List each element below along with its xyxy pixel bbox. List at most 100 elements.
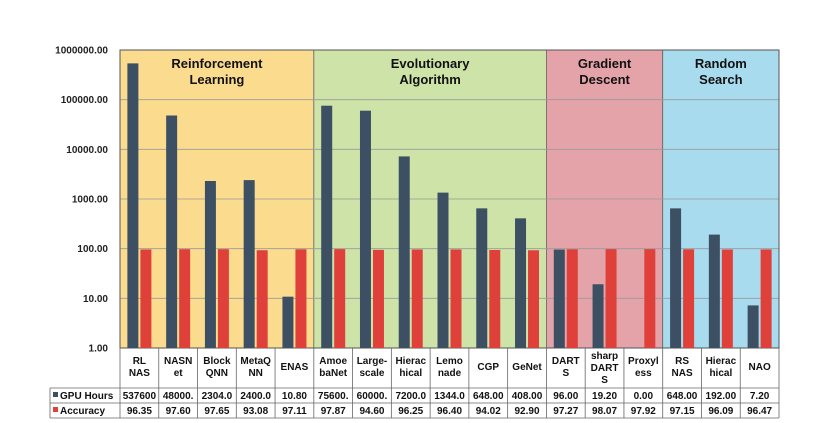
legend-swatch <box>53 392 58 397</box>
bar-accuracy <box>334 249 346 348</box>
table-cell: 97.92 <box>631 406 656 417</box>
table-cell: 97.27 <box>553 406 578 417</box>
bar-gpu-hours <box>708 234 720 348</box>
bar-accuracy <box>644 249 656 348</box>
bar-gpu-hours <box>592 284 604 348</box>
legend-label: GPU Hours <box>60 391 114 402</box>
table-cell: 48000. <box>163 391 194 402</box>
table-cell: 1344.0 <box>434 391 465 402</box>
category-label: NASN <box>164 356 192 367</box>
table-cell: 93.08 <box>243 406 268 417</box>
bar-gpu-hours <box>204 180 216 348</box>
category-label: ess <box>635 368 652 379</box>
bar-gpu-hours <box>515 218 527 348</box>
y-tick-label: 100.00 <box>77 244 108 255</box>
category-label: GeNet <box>512 362 542 373</box>
table-cell: 75600. <box>318 391 349 402</box>
category-label: Block <box>203 356 231 367</box>
bar-accuracy <box>372 249 384 348</box>
y-tick-label: 100000.00 <box>61 95 109 106</box>
bar-gpu-hours <box>398 156 410 348</box>
category-label: Hierac <box>395 356 426 367</box>
bar-accuracy <box>140 249 152 348</box>
table-cell: 94.60 <box>359 406 384 417</box>
bar-accuracy <box>528 250 540 348</box>
category-label: hical <box>709 368 732 379</box>
bar-accuracy <box>605 249 617 348</box>
y-axis: 1.00 10.00 100.00 1000.00 10000.00 100000.00 1… <box>55 46 108 355</box>
table-cell: 96.40 <box>437 406 462 417</box>
table-cell: 537600 <box>123 391 157 402</box>
table-cell: 0.00 <box>634 391 654 402</box>
category-label: NAS <box>672 368 693 379</box>
data-table: RLNASNASNetBlockQNNMetaQNNENASAmoebaNetL… <box>49 348 780 419</box>
table-cell: 94.02 <box>476 406 501 417</box>
bar-gpu-hours <box>282 296 294 348</box>
y-tick-label: 1.00 <box>89 344 109 355</box>
table-cell: 96.25 <box>398 406 423 417</box>
category-label: Amoe <box>319 356 347 367</box>
category-label: RL <box>133 356 146 367</box>
group-title: Algorithm <box>399 72 460 87</box>
bar-accuracy <box>295 249 307 348</box>
table-cell: 98.07 <box>592 406 617 417</box>
bar-gpu-hours <box>321 105 333 349</box>
category-label: sharp <box>591 351 618 362</box>
bar-gpu-hours <box>359 110 371 349</box>
table-cell: 7.20 <box>750 391 770 402</box>
bar-accuracy <box>760 249 772 348</box>
table-cell: 96.09 <box>708 406 733 417</box>
bar-accuracy <box>411 249 423 348</box>
plot-frame <box>119 49 780 349</box>
table-cell: 97.60 <box>166 406 191 417</box>
bar-accuracy <box>683 249 695 348</box>
bar-gpu-hours <box>127 63 139 348</box>
bar-accuracy <box>450 249 462 348</box>
category-label: Hierac <box>706 356 737 367</box>
table-cell: 7200.0 <box>395 391 426 402</box>
table-cell: 408.00 <box>512 391 543 402</box>
category-label: NAO <box>749 362 771 373</box>
category-label: CGP <box>477 362 499 373</box>
bar-gpu-hours <box>166 115 178 348</box>
group-title: Search <box>699 72 742 87</box>
category-label: Large- <box>357 356 388 367</box>
legend-label: Accuracy <box>60 406 105 417</box>
bar-gpu-hours <box>553 249 565 348</box>
y-tick-label: 1000.00 <box>72 195 109 206</box>
group-title: Evolutionary <box>391 56 471 71</box>
y-tick-label: 1000000.00 <box>55 46 108 57</box>
category-label: scale <box>359 368 384 379</box>
group-title: Reinforcement <box>171 56 263 71</box>
table-cell: 97.65 <box>204 406 229 417</box>
category-label: et <box>174 368 184 379</box>
group-title: Gradient <box>578 56 632 71</box>
table-cell: 648.00 <box>667 391 698 402</box>
category-label: NAS <box>129 368 150 379</box>
bar-accuracy <box>489 249 501 348</box>
table-cell: 60000. <box>357 391 388 402</box>
bar-accuracy <box>566 249 578 348</box>
table-cell: 648.00 <box>473 391 504 402</box>
category-label: QNN <box>206 368 228 379</box>
category-label: Proxyl <box>628 356 659 367</box>
category-label: MetaQ <box>240 356 271 367</box>
table-cell: 96.47 <box>747 406 772 417</box>
category-label: ENAS <box>281 362 309 373</box>
table-cell: 2304.0 <box>202 391 233 402</box>
category-label: S <box>562 368 569 379</box>
legend-swatch <box>53 407 58 412</box>
table-cell: 97.15 <box>670 406 695 417</box>
bar-gpu-hours <box>670 208 682 348</box>
bar-gpu-hours <box>476 208 488 348</box>
bar-gpu-hours <box>437 192 449 348</box>
bar-gpu-hours <box>747 305 759 348</box>
bar-accuracy <box>179 249 191 348</box>
table-cell: 19.20 <box>592 391 617 402</box>
bar-gpu-hours <box>243 180 255 348</box>
category-label: baNet <box>319 368 347 379</box>
table-cell: 96.35 <box>127 406 152 417</box>
category-label: nade <box>438 368 462 379</box>
